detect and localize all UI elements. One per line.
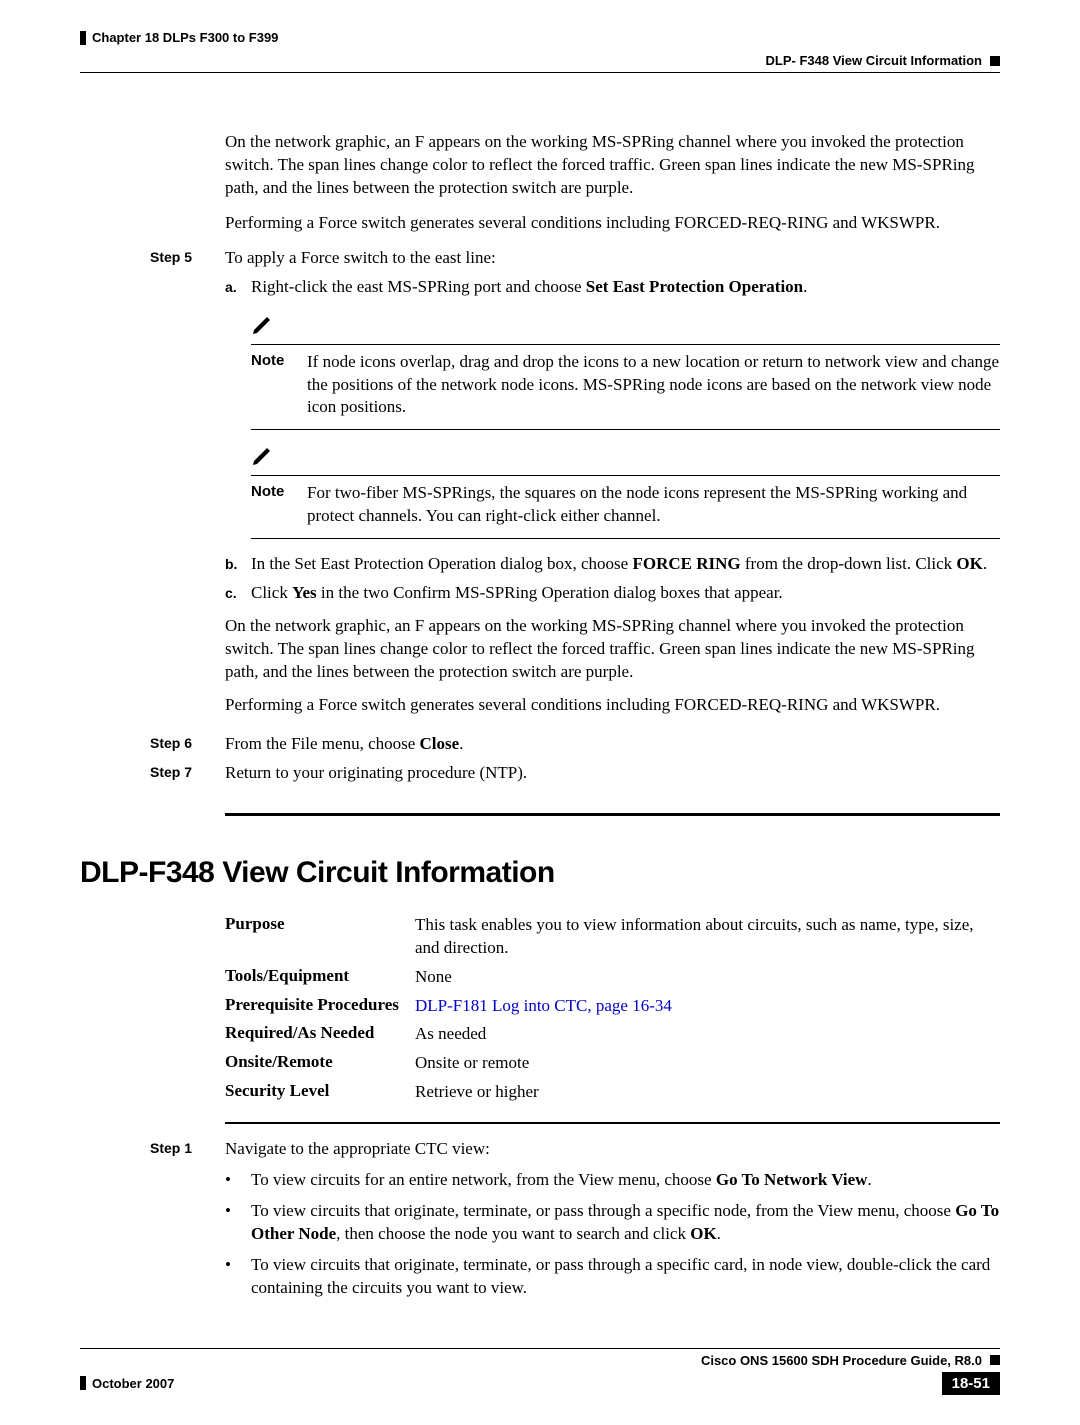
required-val: As needed [415, 1023, 1000, 1046]
step-1-label: Step 1 [150, 1138, 225, 1308]
section-label: DLP- F348 View Circuit Information [766, 53, 982, 68]
note-1: Note If node icons overlap, drag and dro… [251, 313, 1000, 431]
info-table: Purpose This task enables you to view in… [225, 914, 1000, 1105]
sub-a-text: Right-click the east MS-SPRing port and … [251, 276, 1000, 299]
security-val: Retrieve or higher [415, 1081, 1000, 1104]
sub-c-text: Click Yes in the two Confirm MS-SPRing O… [251, 582, 1000, 605]
tools-key: Tools/Equipment [225, 966, 415, 989]
intro-block: On the network graphic, an F appears on … [225, 131, 1000, 235]
prereq-link[interactable]: DLP-F181 Log into CTC, page 16-34 [415, 995, 1000, 1018]
page-number: 18-51 [942, 1372, 1000, 1395]
bullet: • [225, 1200, 251, 1246]
bullet: • [225, 1254, 251, 1300]
required-key: Required/As Needed [225, 1023, 415, 1046]
chapter-label: Chapter 18 DLPs F300 to F399 [92, 30, 278, 45]
divider [225, 813, 1000, 816]
step-1-text: Navigate to the appropriate CTC view: [225, 1138, 1000, 1161]
sub-c-label: c. [225, 582, 251, 605]
bullet: • [225, 1169, 251, 1192]
intro-p2: Performing a Force switch generates seve… [225, 212, 1000, 235]
bullet-2: To view circuits that originate, termina… [251, 1200, 1000, 1246]
step-5-text: To apply a Force switch to the east line… [225, 247, 1000, 270]
page-header: Chapter 18 DLPs F300 to F399 DLP- F348 V… [80, 30, 1000, 73]
onsite-val: Onsite or remote [415, 1052, 1000, 1075]
footer-date: October 2007 [92, 1376, 174, 1391]
prereq-key: Prerequisite Procedures [225, 995, 415, 1018]
note-1-label: Note [251, 351, 307, 420]
section-title: DLP-F348 View Circuit Information [80, 856, 1000, 890]
step-7-text: Return to your originating procedure (NT… [225, 762, 1000, 785]
step-6-label: Step 6 [150, 733, 225, 756]
step5-after2: Performing a Force switch generates seve… [225, 694, 1000, 717]
onsite-key: Onsite/Remote [225, 1052, 415, 1075]
guide-label: Cisco ONS 15600 SDH Procedure Guide, R8.… [701, 1353, 982, 1368]
sub-b-label: b. [225, 553, 251, 576]
sub-b-text: In the Set East Protection Operation dia… [251, 553, 1000, 576]
page-footer: Cisco ONS 15600 SDH Procedure Guide, R8.… [80, 1348, 1000, 1395]
step-7-label: Step 7 [150, 762, 225, 785]
purpose-key: Purpose [225, 914, 415, 960]
intro-p1: On the network graphic, an F appears on … [225, 131, 1000, 200]
step-6-text: From the File menu, choose Close. [225, 733, 1000, 756]
note-2: Note For two-fiber MS-SPRings, the squar… [251, 444, 1000, 539]
sub-a-label: a. [225, 276, 251, 299]
note-2-text: For two-fiber MS-SPRings, the squares on… [307, 482, 1000, 528]
security-key: Security Level [225, 1081, 415, 1104]
divider [225, 1122, 1000, 1124]
purpose-val: This task enables you to view informatio… [415, 914, 1000, 960]
bullet-3: To view circuits that originate, termina… [251, 1254, 1000, 1300]
step-5-label: Step 5 [150, 247, 225, 727]
pencil-icon [251, 444, 273, 473]
step5-after1: On the network graphic, an F appears on … [225, 615, 1000, 684]
tools-val: None [415, 966, 1000, 989]
note-2-label: Note [251, 482, 307, 528]
bullet-1: To view circuits for an entire network, … [251, 1169, 1000, 1192]
note-1-text: If node icons overlap, drag and drop the… [307, 351, 1000, 420]
pencil-icon [251, 313, 273, 342]
